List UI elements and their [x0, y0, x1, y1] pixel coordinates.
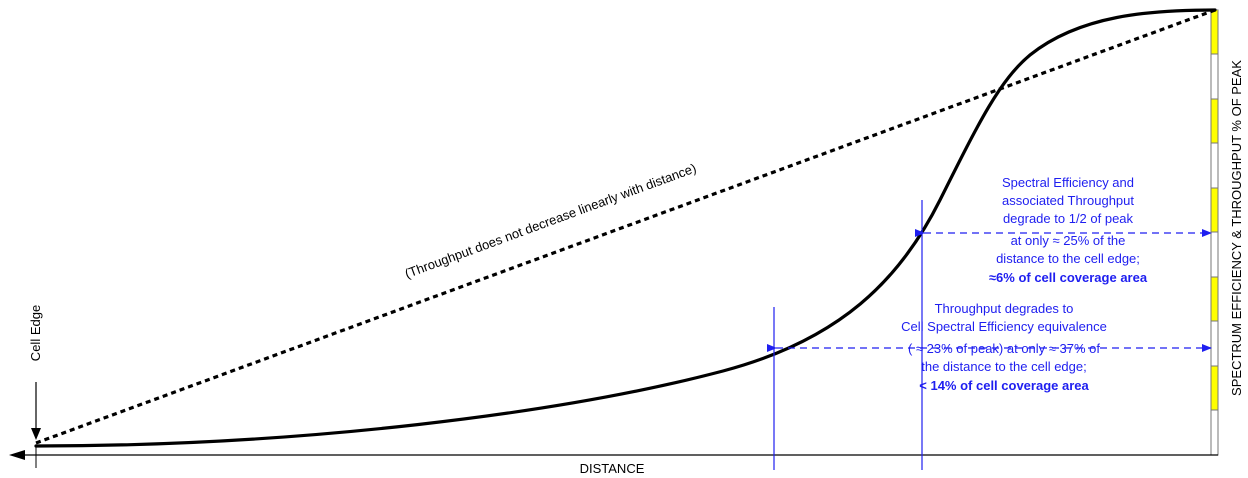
annotation-line: distance to the cell edge;: [996, 251, 1140, 266]
annotation-bold-line: ≈6% of cell coverage area: [989, 270, 1148, 285]
annotation-bold-line: < 14% of cell coverage area: [919, 378, 1089, 393]
annotation-line: Spectral Efficiency and: [1002, 175, 1134, 190]
linear-reference-line: [35, 8, 1216, 445]
annotation-line: the distance to the cell edge;: [921, 359, 1087, 374]
cell-edge-label: Cell Edge: [28, 305, 43, 361]
annotation-half-peak: Spectral Efficiency and associated Throu…: [989, 175, 1148, 285]
cell-edge-marker: Cell Edge: [28, 305, 43, 440]
x-axis-label: DISTANCE: [580, 461, 645, 476]
axis-arrow-icon: [9, 450, 25, 460]
annotation-line: Throughput degrades to: [935, 301, 1074, 316]
annotation-line: degrade to 1/2 of peak: [1003, 211, 1134, 226]
annotation-line: Cell Spectral Efficiency equivalence: [901, 319, 1107, 334]
annotation-line: at only ≈ 25% of the: [1011, 233, 1126, 248]
annotation-line: associated Throughput: [1002, 193, 1134, 208]
linear-line-label: (Throughput does not decrease linearly w…: [403, 160, 698, 281]
y-axis-label: SPECTRUM EFFICIENCY & THROUGHPUT % OF PE…: [1229, 60, 1244, 396]
arrow-down-icon: [31, 428, 41, 440]
percent-scale-bar: [1210, 9, 1219, 456]
annotation-line: ( ≈ 23% of peak) at only ≈ 37% of: [908, 341, 1100, 356]
annotation-cell-se: Throughput degrades to Cell Spectral Eff…: [901, 301, 1107, 393]
distance-axis: [9, 445, 1218, 468]
throughput-curve: [34, 8, 1217, 448]
